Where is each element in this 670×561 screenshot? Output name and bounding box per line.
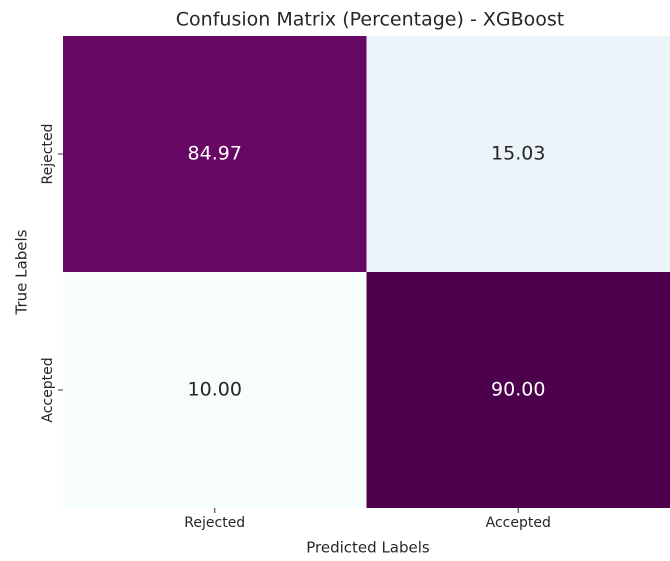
y-tick-label: Accepted xyxy=(40,357,56,422)
chart-title: Confusion Matrix (Percentage) - XGBoost xyxy=(176,9,564,31)
cell-value-label: 15.03 xyxy=(491,143,545,165)
x-axis-label: Predicted Labels xyxy=(306,539,430,557)
y-axis-label: True Labels xyxy=(13,229,31,315)
x-tick-label: Rejected xyxy=(184,515,245,531)
heatmap-cell xyxy=(63,272,367,508)
cell-value-label: 84.97 xyxy=(188,143,242,165)
cell-value-label: 90.00 xyxy=(491,379,545,401)
heatmap-cell xyxy=(63,36,367,272)
cell-value-label: 10.00 xyxy=(188,379,242,401)
heatmap-cell xyxy=(366,36,670,272)
y-tick-label: Rejected xyxy=(40,124,56,185)
x-tick-label: Accepted xyxy=(486,515,551,531)
heatmap-cell xyxy=(366,272,670,508)
